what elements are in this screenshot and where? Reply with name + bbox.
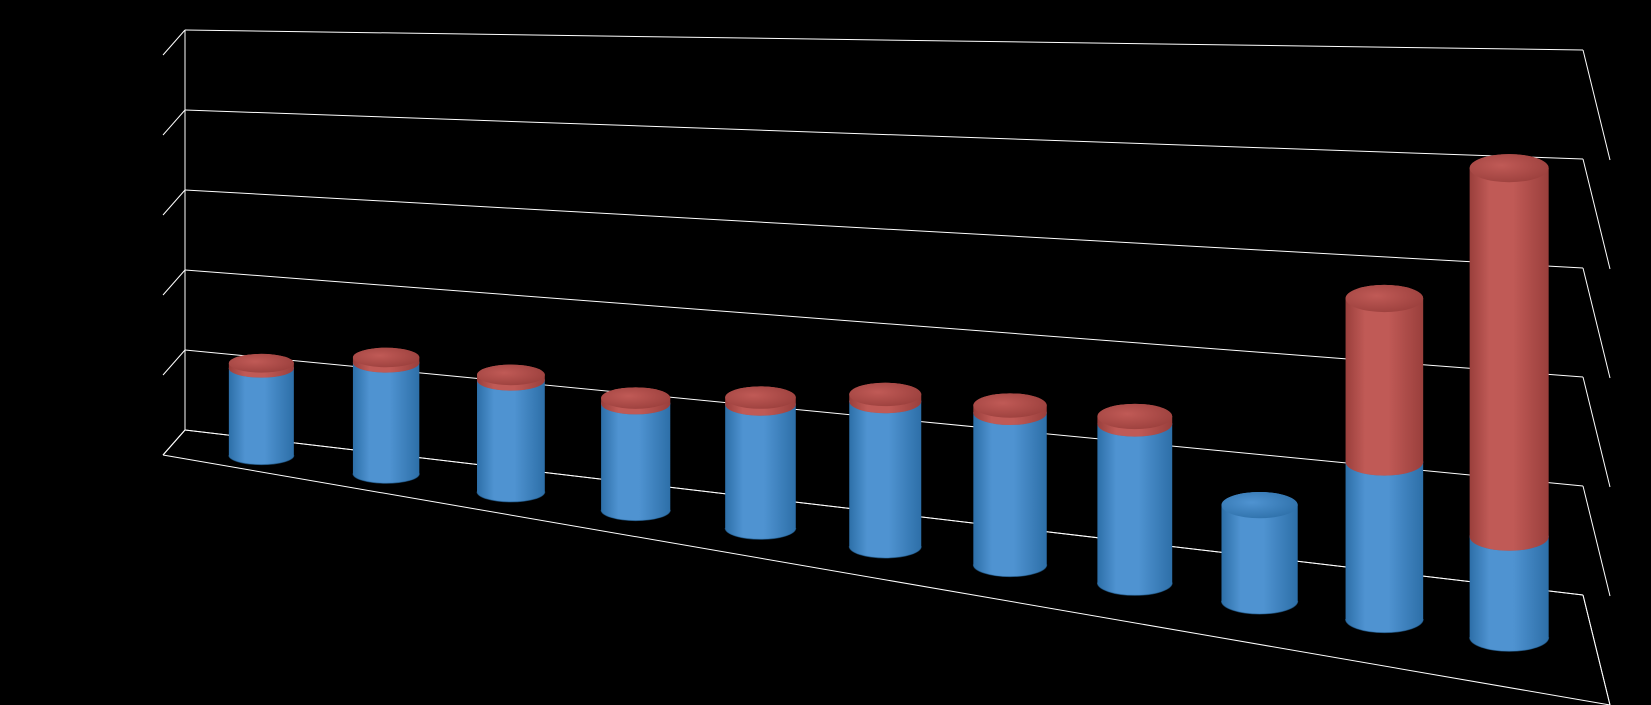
bar-2-cap-1 [477,365,545,386]
bar-1 [353,348,419,484]
stacked-3d-bar-chart [0,0,1651,705]
bar-6 [973,393,1046,576]
bar-9 [1346,285,1424,633]
bar-7-cap-1 [1097,404,1172,429]
bar-9-seg-0 [1346,448,1424,632]
bar-7 [1097,404,1172,595]
bar-6-cap-1 [973,393,1046,417]
bar-10-seg-1 [1470,154,1549,551]
bar-10 [1470,154,1549,651]
bar-3-cap-1 [601,387,670,409]
bar-4 [725,386,796,539]
gridline [185,190,1583,268]
bar-8-cap-0 [1221,492,1297,518]
bar-6-seg-0 [973,401,1046,577]
bar-5-seg-0 [849,390,921,558]
bar-4-cap-1 [725,386,796,408]
gridline [185,110,1583,159]
bar-3 [601,387,670,520]
bar-9-cap-1 [1346,285,1424,312]
bar-0-cap-1 [229,354,294,373]
bar-5 [849,383,921,558]
bar-8 [1221,492,1297,614]
bars-group [229,154,1549,651]
bar-2 [477,365,545,502]
bar-5-cap-1 [849,383,921,406]
bar-1-cap-1 [353,348,419,368]
gridline [185,30,1583,50]
bar-7-seg-0 [1097,411,1172,595]
bar-10-cap-1 [1470,154,1549,182]
bar-9-seg-1 [1346,285,1424,476]
chart-container [0,0,1651,705]
bar-0 [229,354,294,465]
